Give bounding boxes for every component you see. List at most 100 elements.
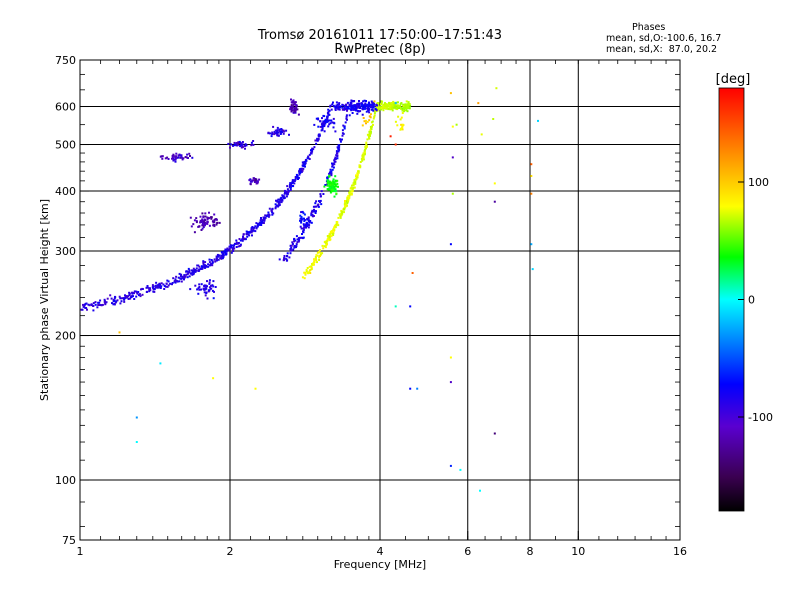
data-point (167, 284, 170, 287)
data-point (343, 208, 346, 211)
data-point (198, 286, 201, 288)
data-point (336, 103, 339, 106)
data-point (299, 225, 302, 228)
data-point (357, 110, 360, 113)
data-point (271, 211, 274, 214)
data-point (244, 238, 247, 241)
data-point (302, 236, 305, 239)
data-point (358, 105, 361, 108)
data-point (186, 276, 189, 279)
data-point (403, 110, 405, 113)
data-point (342, 124, 345, 127)
data-point (221, 251, 224, 254)
data-point (385, 103, 388, 106)
data-point (276, 126, 279, 129)
x-tick-label: 4 (377, 545, 384, 558)
data-point (405, 100, 408, 103)
data-point (334, 156, 337, 159)
data-point (401, 123, 404, 126)
data-point (283, 257, 286, 260)
data-point (394, 305, 397, 308)
data-point (118, 295, 121, 298)
data-point (355, 174, 357, 177)
data-point (373, 112, 376, 115)
data-point (201, 266, 204, 268)
data-point (288, 133, 290, 136)
data-point (260, 217, 262, 219)
data-point (399, 103, 402, 105)
data-point (312, 205, 315, 208)
data-point (193, 219, 196, 222)
data-point (362, 104, 365, 107)
data-point (368, 137, 371, 140)
data-point (291, 243, 294, 245)
data-point (232, 245, 235, 248)
data-points (80, 87, 539, 492)
data-point (238, 238, 241, 240)
data-point (330, 188, 333, 191)
data-point (99, 299, 102, 302)
data-point (459, 468, 462, 471)
data-point (356, 174, 359, 177)
data-point (290, 110, 293, 113)
data-point (206, 222, 209, 225)
data-point (323, 185, 326, 188)
data-point (358, 165, 361, 168)
data-point (293, 246, 296, 249)
data-point (321, 117, 323, 120)
data-point (310, 221, 313, 224)
data-point (195, 267, 198, 270)
data-point (352, 104, 355, 107)
data-point (209, 264, 212, 267)
data-point (400, 106, 403, 109)
data-point (250, 231, 253, 234)
data-point (347, 200, 349, 203)
data-point (281, 130, 284, 133)
data-point (293, 101, 296, 104)
data-point (252, 143, 255, 146)
data-point (80, 308, 83, 311)
data-point (215, 255, 218, 258)
data-point (356, 172, 359, 175)
data-point (174, 278, 177, 281)
data-point (336, 152, 339, 155)
data-point (306, 267, 309, 269)
data-point (239, 244, 242, 247)
data-point (212, 280, 215, 283)
data-point (273, 133, 276, 136)
data-point (324, 184, 327, 186)
data-point (304, 272, 307, 275)
data-point (212, 224, 215, 227)
data-point (204, 219, 207, 222)
data-point (365, 145, 368, 148)
data-point (290, 182, 293, 185)
data-point (88, 304, 91, 307)
data-point (294, 107, 296, 110)
data-point (372, 106, 375, 109)
data-point (262, 216, 265, 219)
data-point (333, 187, 336, 190)
data-point (279, 197, 282, 200)
data-point (192, 267, 195, 270)
data-point (364, 103, 367, 106)
data-point (270, 135, 273, 138)
y-tick-label: 200 (55, 330, 76, 343)
data-point (212, 297, 215, 300)
data-point (251, 234, 253, 237)
y-tick-label: 750 (55, 54, 76, 67)
data-point (406, 103, 409, 106)
data-point (226, 247, 229, 250)
data-point (325, 121, 328, 123)
data-point (151, 284, 154, 287)
data-point (344, 200, 346, 202)
data-point (241, 143, 244, 146)
data-point (283, 258, 285, 261)
data-point (400, 123, 403, 126)
data-point (354, 181, 357, 184)
data-point (449, 92, 452, 95)
data-point (123, 300, 126, 303)
data-point (198, 265, 201, 268)
data-point (202, 226, 205, 229)
data-point (128, 294, 131, 297)
data-point (187, 267, 190, 270)
